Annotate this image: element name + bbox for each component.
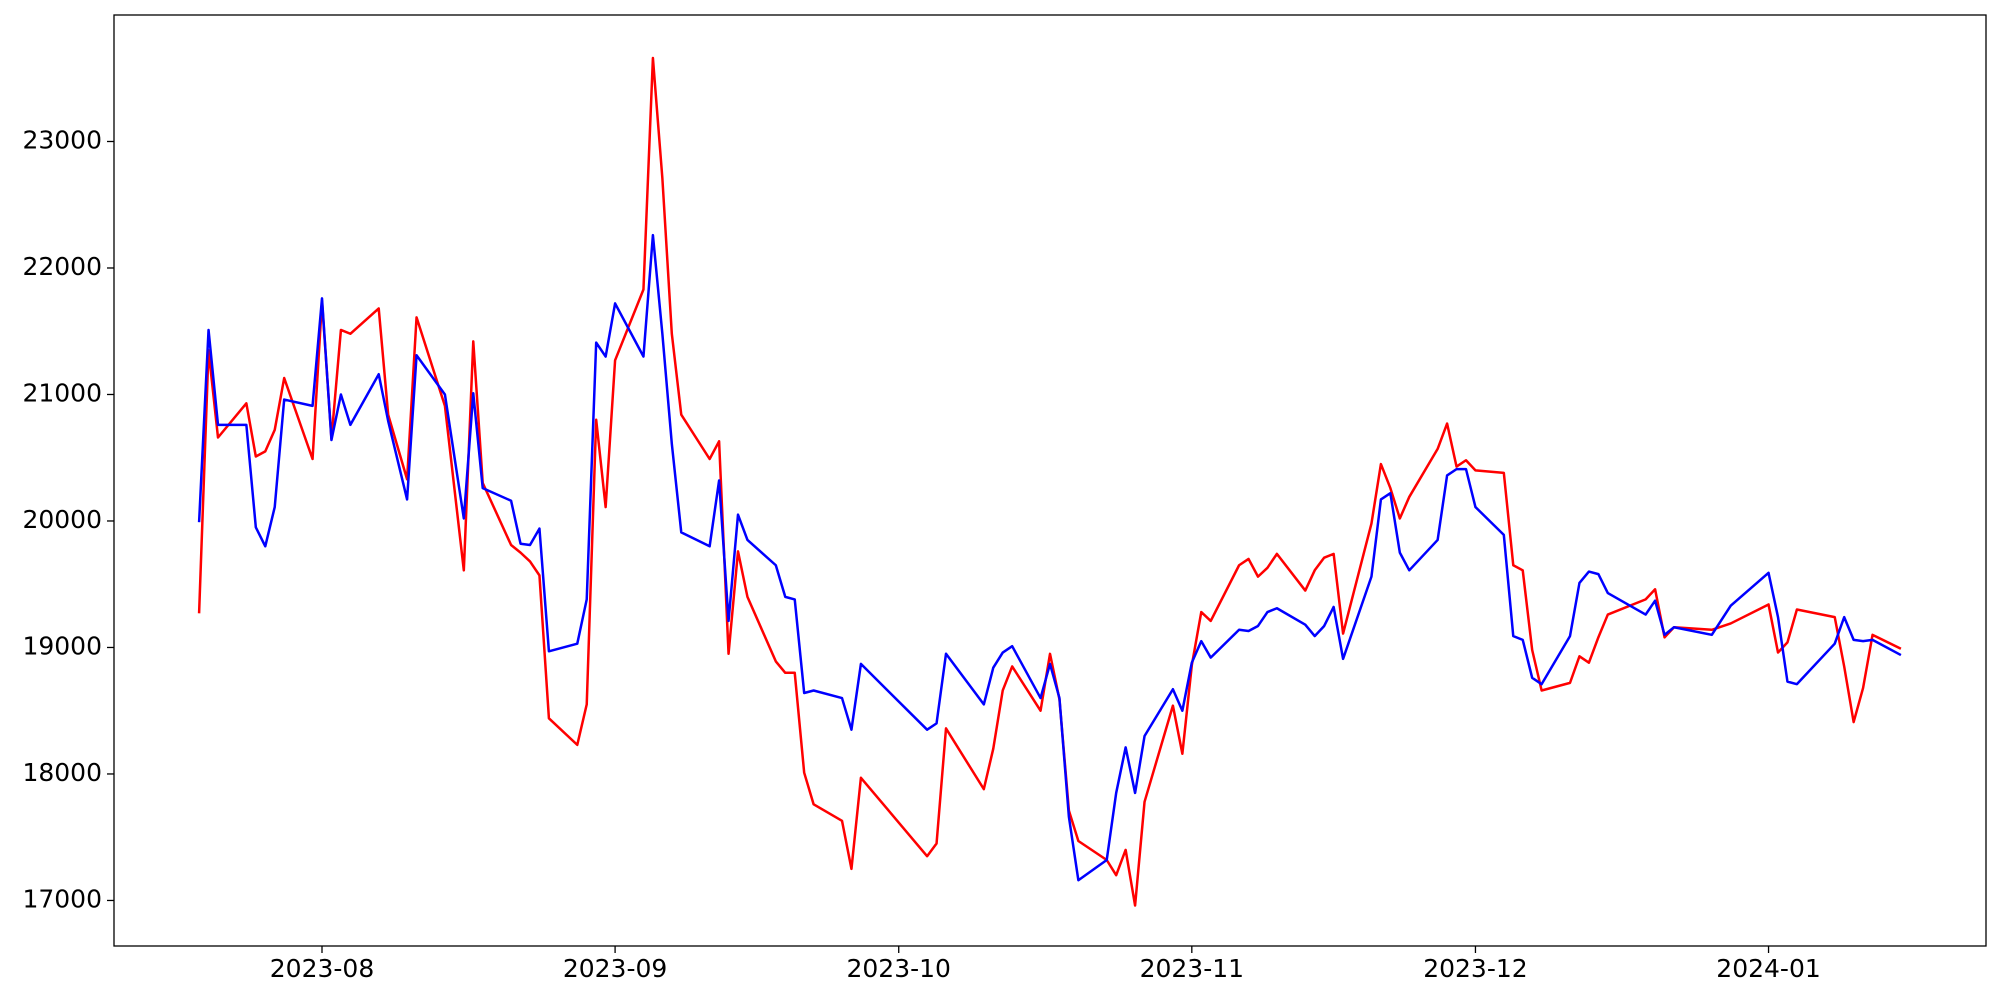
- y-tick-label: 17000: [22, 884, 102, 913]
- x-tick-label: 2023-09: [563, 954, 667, 983]
- y-tick-label: 19000: [22, 631, 102, 660]
- data-line: [197, 56, 1902, 907]
- y-tick-label: 20000: [22, 505, 102, 534]
- x-tick-label: 2023-08: [270, 954, 374, 983]
- plot-frame: [113, 14, 1987, 947]
- x-tick-label: 2023-10: [846, 954, 950, 983]
- data-line: [197, 233, 1902, 882]
- y-tick-label: 23000: [22, 125, 102, 154]
- y-tick-label: 21000: [22, 378, 102, 407]
- y-tick-label: 18000: [22, 758, 102, 787]
- x-tick-label: 2023-12: [1423, 954, 1527, 983]
- y-tick-label: 22000: [22, 252, 102, 281]
- x-tick-label: 2024-01: [1716, 954, 1820, 983]
- x-tick-label: 2023-11: [1140, 954, 1244, 983]
